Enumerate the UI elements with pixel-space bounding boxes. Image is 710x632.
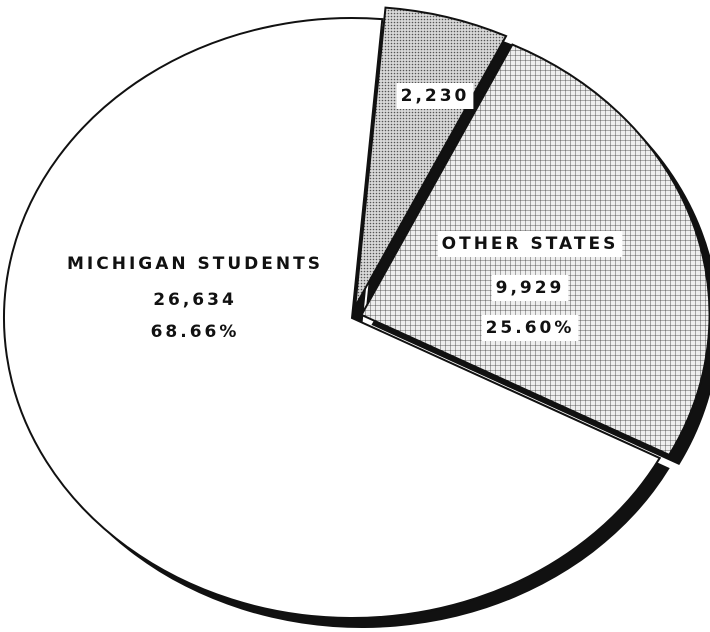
- slice: [3, 17, 662, 619]
- slice-label: MICHIGAN STUDENTS: [67, 254, 323, 274]
- label-background: [481, 315, 579, 341]
- label-background: [396, 83, 474, 109]
- slice-label: OTHER STATES: [442, 234, 619, 254]
- slice: [354, 6, 508, 307]
- label-background: [491, 275, 569, 301]
- slice-label: 2,230: [401, 86, 470, 106]
- slice-label: 9,929: [496, 278, 565, 298]
- slice-label: 25.60%: [486, 318, 575, 338]
- labels: MICHIGAN STUDENTS 26,634 68.66% OTHER STATE…: [67, 83, 623, 342]
- slice-label: 26,634: [153, 290, 237, 310]
- slice-label: 68.66%: [151, 322, 240, 342]
- label-background: [437, 231, 623, 257]
